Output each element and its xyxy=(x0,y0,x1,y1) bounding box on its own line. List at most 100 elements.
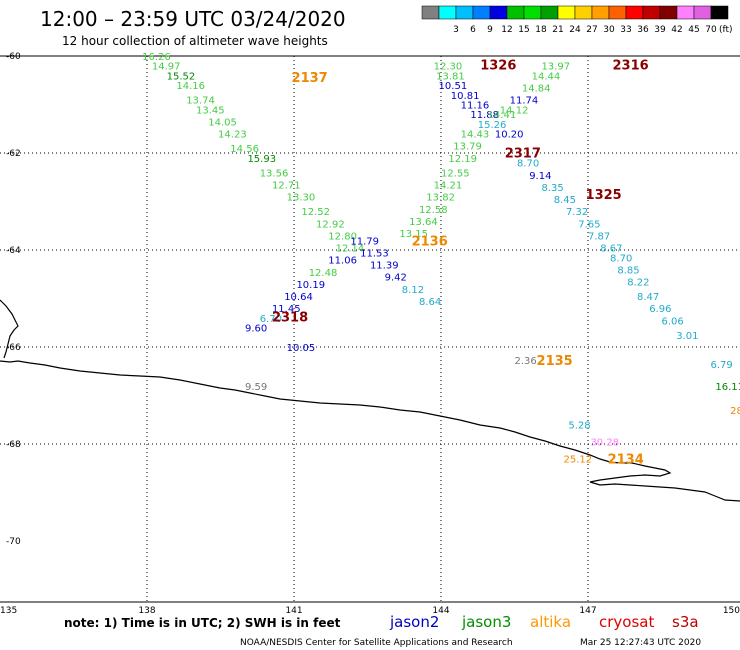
wave-height-value: 15.93 xyxy=(247,154,276,165)
wave-height-value: 7.32 xyxy=(566,207,588,218)
legend-label: 33 xyxy=(620,25,631,35)
pass-time-label: 2318 xyxy=(272,310,308,325)
longitude-label: 135 xyxy=(0,606,17,616)
wave-height-value: 14.44 xyxy=(532,71,561,82)
wave-height-value: 13.97 xyxy=(541,62,570,73)
wave-height-value: 13.81 xyxy=(436,71,465,82)
wave-height-value: 13.15 xyxy=(399,229,428,240)
map-subtitle: 12 hour collection of altimeter wave hei… xyxy=(62,34,328,48)
legend-label: 36 xyxy=(637,25,649,35)
wave-height-value: 8.70 xyxy=(610,253,632,264)
legend-swatch xyxy=(489,5,508,20)
wave-height-value: 14.16 xyxy=(176,81,205,92)
latitude-label: -60 xyxy=(6,52,21,62)
latitude-label: -62 xyxy=(6,149,21,159)
wave-height-value: 14.05 xyxy=(208,117,237,128)
wave-height-value: 9.59 xyxy=(245,382,267,393)
wave-height-value: 16.11 xyxy=(715,382,740,393)
legend-swatch xyxy=(676,5,695,20)
wave-height-value: 11.88 xyxy=(470,110,499,121)
footer-note: note: 1) Time is in UTC; 2) SWH is in fe… xyxy=(64,616,341,630)
wave-height-value: 13.74 xyxy=(186,96,215,107)
pass-time-label: 2135 xyxy=(537,354,573,369)
wave-height-value: 11.45 xyxy=(272,304,301,315)
latitude-label: -68 xyxy=(6,440,21,450)
wave-height-value: 15.26 xyxy=(478,120,507,131)
wave-height-value: 13.56 xyxy=(260,168,289,179)
longitude-label: 150 xyxy=(723,606,740,616)
wave-height-value: 13.64 xyxy=(409,217,438,228)
axis-tick-labels: -60 -62 -64 -66 -68 -70 135 138 141 144 147 150 xyxy=(0,52,740,616)
legend-swatch xyxy=(438,5,457,20)
legend-label: 3 xyxy=(453,25,459,35)
pass-time-label: 2316 xyxy=(613,59,649,74)
legend-swatch xyxy=(523,5,542,20)
coastline-west-edge xyxy=(0,299,19,359)
wave-height-value: 11.39 xyxy=(370,261,399,272)
satellite-name: jason2 xyxy=(389,613,439,631)
latitude-label: -70 xyxy=(6,537,21,547)
wave-height-value: 13.30 xyxy=(287,193,316,204)
wave-height-value: 6.06 xyxy=(662,316,684,327)
wave-height-value: 12.71 xyxy=(272,181,301,192)
wave-height-value: 14.97 xyxy=(152,62,181,73)
pass-time-label: 2136 xyxy=(412,234,448,249)
wave-height-value: 11.79 xyxy=(350,236,379,247)
longitude-label: 144 xyxy=(432,606,449,616)
legend-swatch xyxy=(625,5,644,20)
wave-height-value: 7.65 xyxy=(578,219,600,230)
wave-height-value: 10.20 xyxy=(495,130,524,141)
pass-time-label: 2134 xyxy=(608,453,644,468)
wave-height-value: 13.45 xyxy=(196,105,225,116)
legend-label: 39 xyxy=(654,25,666,35)
longitude-label: 138 xyxy=(138,606,155,616)
wave-height-value: 2.36 xyxy=(515,356,537,367)
legend-swatch xyxy=(421,5,440,20)
legend-label: 42 xyxy=(671,25,682,35)
legend-swatch xyxy=(693,5,712,20)
wave-height-value: 11.16 xyxy=(461,101,490,112)
wave-height-value: 8.67 xyxy=(600,244,622,255)
wave-height-value: 14.21 xyxy=(434,181,463,192)
wave-height-value: 8.35 xyxy=(541,183,563,194)
legend-swatch xyxy=(557,5,576,20)
wave-height-value: 8.85 xyxy=(617,265,639,276)
wave-height-value: 14.84 xyxy=(522,84,551,95)
wave-height-value: 13.79 xyxy=(453,142,482,153)
wave-height-value: 12.19 xyxy=(448,154,477,165)
legend-label: 12 xyxy=(501,25,512,35)
wave-height-value: 14.41 xyxy=(488,110,517,121)
longitude-label: 141 xyxy=(285,606,302,616)
wave-height-value: 10.64 xyxy=(284,292,313,303)
wave-height-value: 10.81 xyxy=(451,91,480,102)
legend-label: 9 xyxy=(487,25,493,35)
wave-height-value: 7.87 xyxy=(588,231,610,242)
map-title: 12:00 – 23:59 UTC 03/24/2020 xyxy=(40,7,346,31)
wave-height-value: 6.70 xyxy=(260,314,282,325)
wave-height-value: 9.60 xyxy=(245,324,267,335)
wave-height-value: 9.42 xyxy=(385,273,407,284)
legend-label: 18 xyxy=(535,25,547,35)
legend-label: 45 xyxy=(688,25,699,35)
wave-height-value: 11.06 xyxy=(328,256,357,267)
wave-height-value: 8.70 xyxy=(517,159,539,170)
pass-time-label: 2317 xyxy=(505,147,541,162)
satellite-name: altika xyxy=(530,613,571,631)
pass-time-label: 1325 xyxy=(586,188,622,203)
wave-height-value: 25.12 xyxy=(564,455,593,466)
wave-height-value: 11.74 xyxy=(510,96,539,107)
longitude-label: 147 xyxy=(579,606,596,616)
wave-height-value: 12.58 xyxy=(419,205,448,216)
footer-timestamp: Mar 25 12:27:43 UTC 2020 xyxy=(580,638,701,648)
legend-swatch xyxy=(455,5,474,20)
wave-height-value: 12.55 xyxy=(441,168,470,179)
legend-swatch xyxy=(608,5,627,20)
legend-swatch xyxy=(710,5,729,20)
legend-label: 27 xyxy=(586,25,597,35)
graticule xyxy=(0,56,740,602)
wave-height-value: 8.22 xyxy=(627,278,649,289)
wave-height-value: 11.53 xyxy=(360,248,389,259)
wave-height-value: 12.14 xyxy=(336,244,365,255)
